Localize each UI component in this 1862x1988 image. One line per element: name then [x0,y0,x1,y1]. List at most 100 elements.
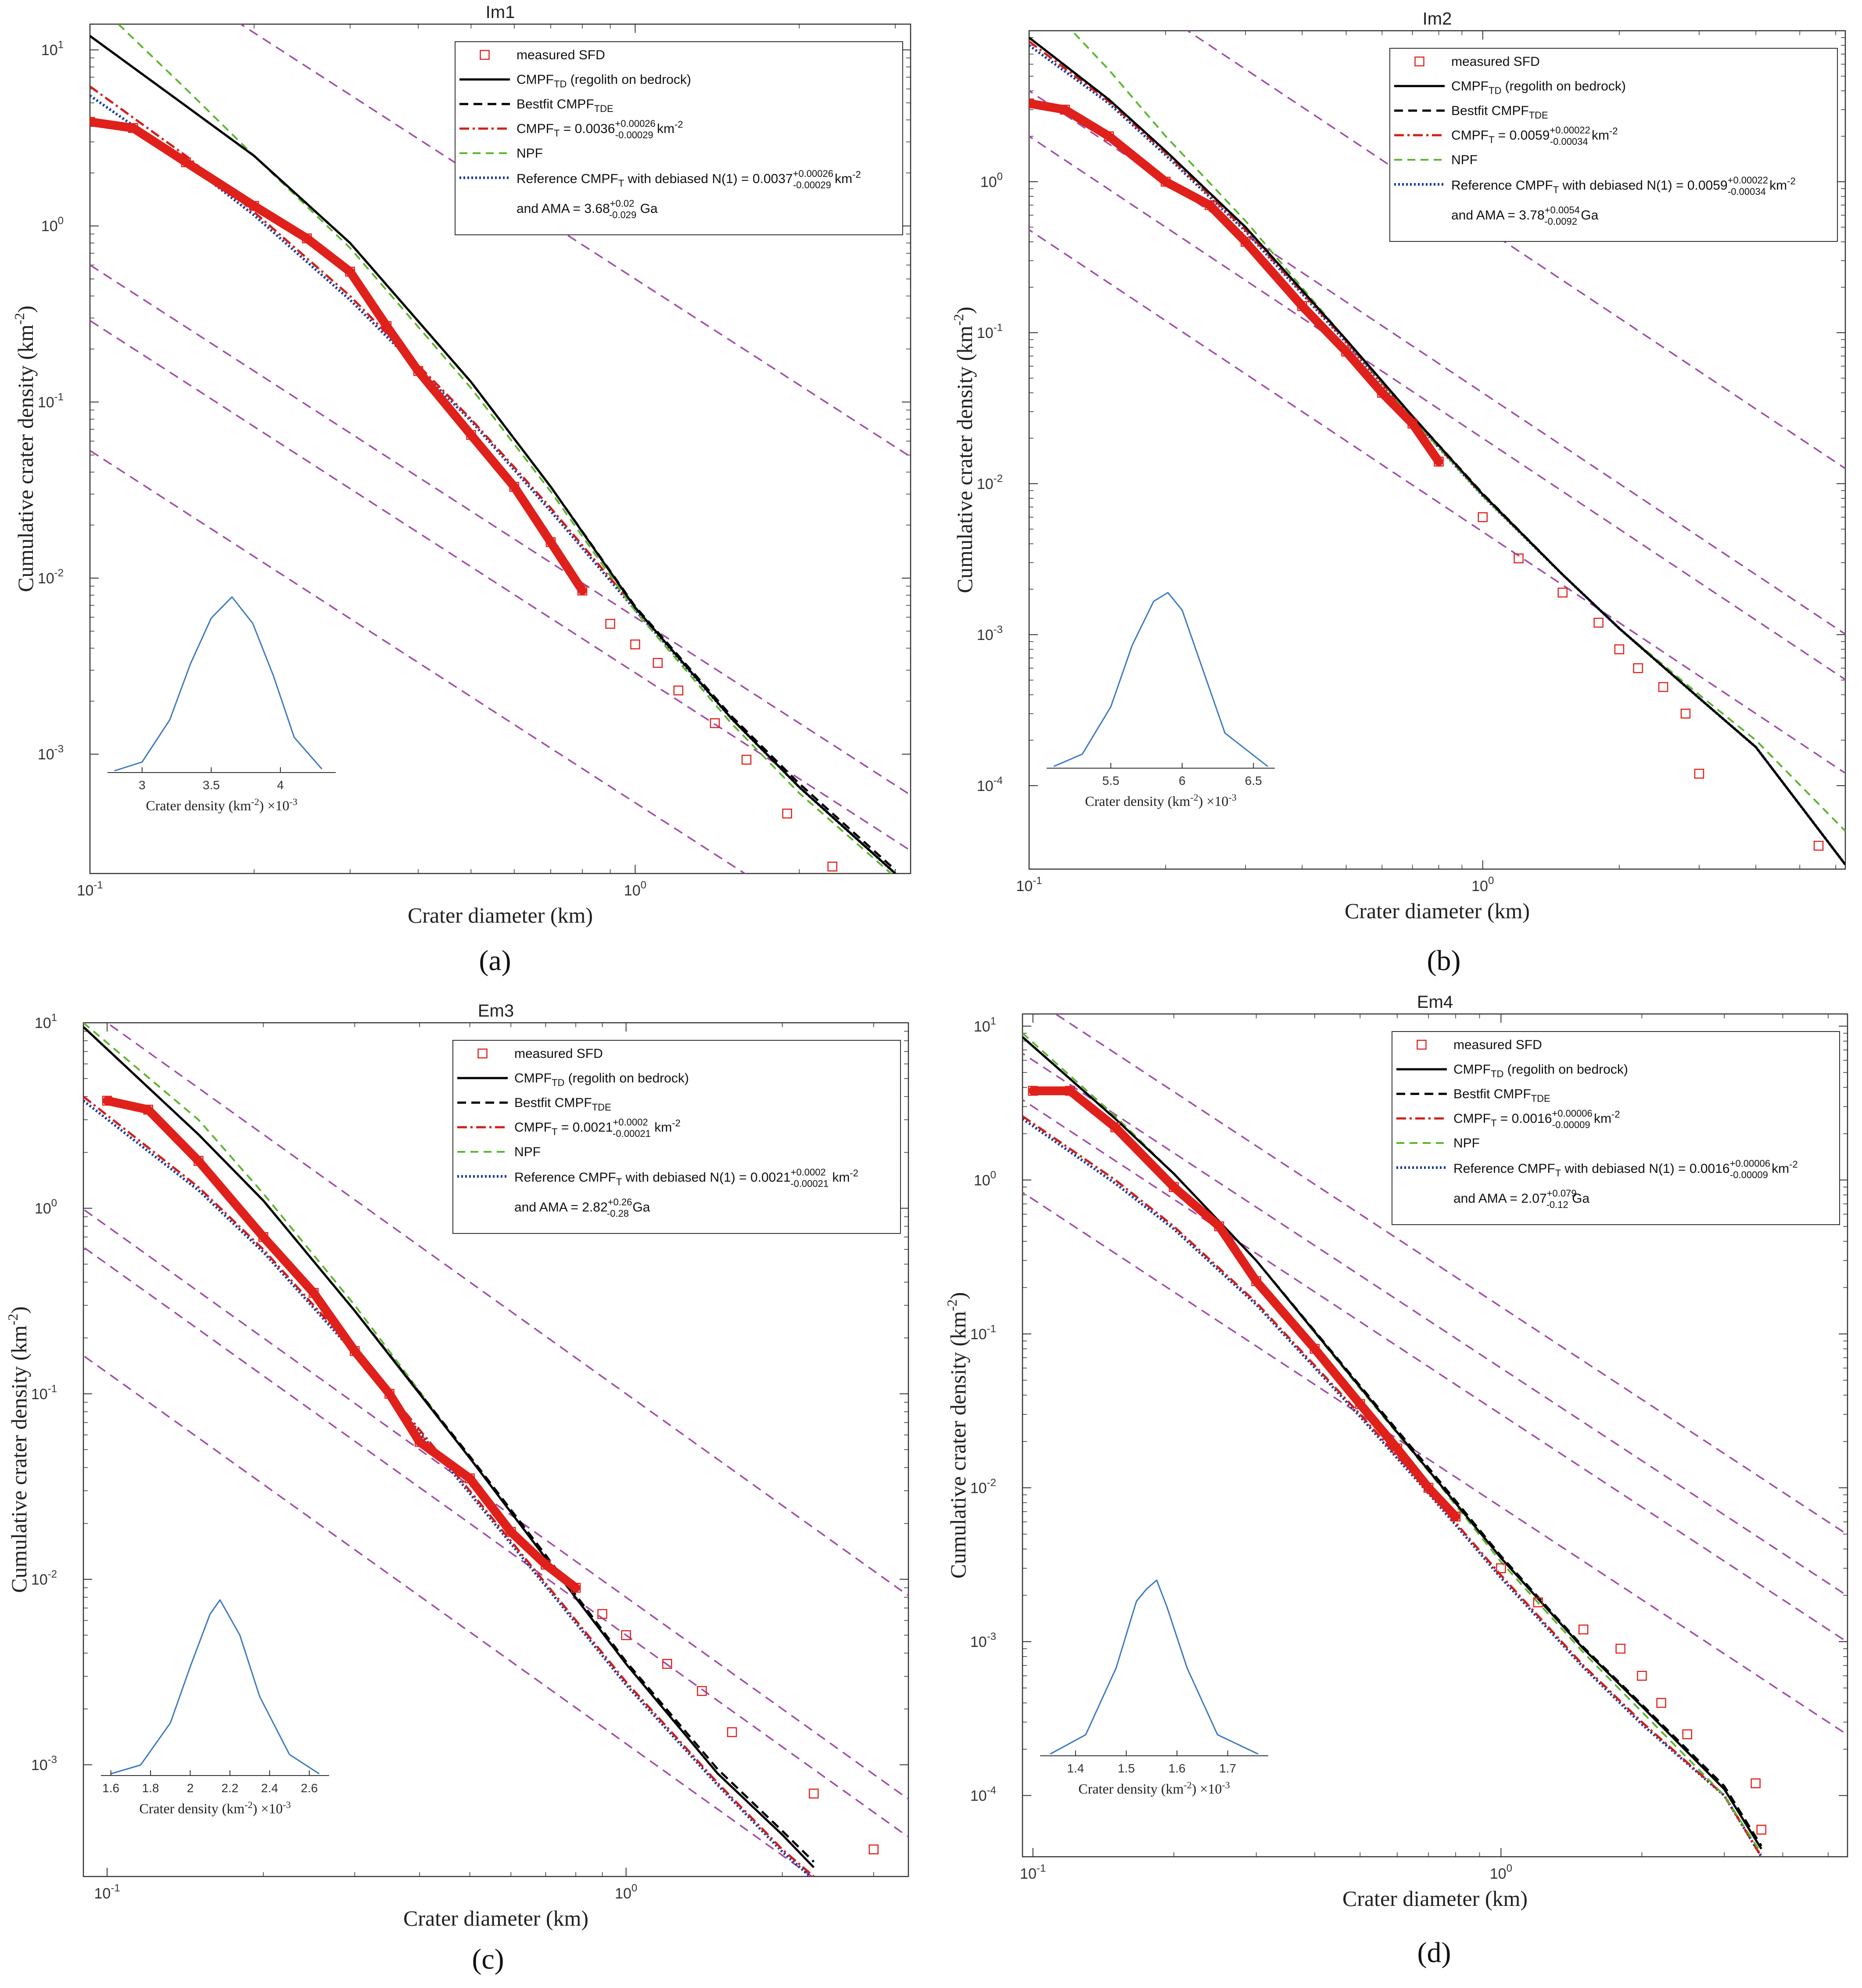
measured-sfd-point [1407,418,1417,429]
y-tick-label: 10-1 [977,322,1003,342]
y-axis-label: Cumulative crater density (km-2) [5,1306,31,1593]
tick-base: 10 [35,1015,51,1032]
plot-area [83,1023,908,1877]
legend-measured-label: measured SFD [1453,1038,1542,1052]
subscript: TD [1491,1068,1503,1079]
y-label-text: Cumulative crater density (km [952,326,977,593]
tick-exponent: 1 [51,1012,57,1024]
y-label-end: ) [952,307,977,314]
tick-exponent: -2 [48,1568,57,1580]
legend-reference-label: Reference CMPFT with debiased N(1) = 0.0… [1453,1158,1798,1180]
inset-tick-label: 3 [139,778,146,792]
y-tick-label: 100 [35,1197,57,1217]
text-span: CMPF [517,122,554,136]
text-span: (regolith on bedrock) [1501,79,1625,93]
tick-base: 10 [974,1172,990,1189]
tick-exponent: -1 [1037,1862,1046,1874]
inset-tick-label: 1.8 [142,1781,159,1795]
superscript: +0.00006 [1730,1158,1770,1169]
measured-sfd-point [1680,708,1691,719]
subscript: -0.00034 [1728,186,1766,197]
measured-sfd-band [90,117,587,595]
inset-density-curve [1050,1579,1259,1755]
text-span: (regolith on bedrock) [1503,1062,1628,1077]
subscript: -0.00029 [793,180,831,191]
tick-base: 10 [35,1201,51,1217]
text-span: km [653,122,674,136]
x-axis-label: Crater diameter (km) [1345,899,1530,923]
tick-base: 10 [1471,878,1488,895]
panel-caption: (d) [1417,1937,1451,1969]
legend-cmpf-t-label: CMPFT = 0.0021+0.0002 -0.00021 km-2 [514,1117,681,1139]
legend-measured-symbol [477,1048,488,1059]
y-label-end: ) [13,306,38,313]
text-span: ) ×10 [1198,793,1229,809]
legend-npf-label: NPF [1453,1136,1480,1150]
y-tick-label: 10-4 [977,775,1003,794]
measured-sfd-point [1214,1221,1224,1232]
text-span: km [1590,1111,1611,1126]
legend-cmpf-t-label: CMPFT = 0.0059+0.00022 -0.00034 km-2 [1451,125,1618,147]
superscript: +0.00006 [1552,1108,1592,1119]
tick-exponent: -4 [987,1785,996,1797]
panel-caption: (a) [479,945,511,977]
measured-sfd-band [103,1096,580,1593]
legend-ama-label: and AMA = 2.82+0.26 -0.28 Ga [514,1197,650,1219]
tick-exponent: 0 [1488,875,1494,887]
inset-distribution: 1.4 1.5 1.6 1.7 Crater density (km-2) ×10-3 [1040,1579,1268,1797]
subscript: -0.029 [609,209,636,220]
measured-sfd-point [741,755,752,765]
measured-sfd-band [1029,99,1443,466]
x-axis-label: Crater diameter (km) [408,903,593,927]
measured-sfd-point [1160,176,1171,187]
text-span: Ga [1568,1191,1590,1206]
isochron-line [106,1023,908,1597]
tick-exponent: -1 [54,391,64,403]
subscript: -0.00021 [790,1178,829,1189]
x-tick-label: 100 [624,879,646,899]
measured-sfd-point [350,1346,360,1356]
y-tick-label: 10-3 [31,1754,57,1774]
measured-sfd-point [1614,644,1625,654]
measured-sfd-point [1104,131,1114,141]
measured-sfd-point [621,1630,631,1640]
tick-base: 10 [41,42,58,59]
measured-sfd-point [194,1156,204,1166]
legend-cmpf-t-label: CMPFT = 0.0036+0.00026 -0.00029 km-2 [517,118,683,140]
y-label-sup: -2 [5,1314,21,1326]
text-span: CMPF [1451,128,1489,143]
legend-ama-label: and AMA = 3.78+0.0054 -0.0092 Ga [1451,205,1599,227]
measured-sfd-point [1309,1344,1320,1354]
measured-sfd-point [1656,1698,1666,1708]
text-span: Bestfit CMPF [1453,1087,1531,1101]
inset-tick-label: 1.6 [1169,1762,1186,1775]
tick-base: 10 [38,394,54,411]
tick-base: 10 [1020,1866,1037,1882]
tick-exponent: -1 [48,1383,57,1395]
subscript: T [616,1176,622,1187]
measured-sfd-point [506,1527,516,1537]
superscript: +0.079 [1547,1188,1577,1199]
text-span: with debiased N(1) = 0.0037 [624,172,793,186]
inset-density-curve [111,1599,320,1775]
inset-axis-label: Crater density (km-2) ×10-3 [1085,792,1236,809]
measured-sfd-point [710,718,720,728]
subscript: T [552,1126,557,1137]
legend-ama-label: and AMA = 2.07+0.079 -0.12 Ga [1453,1188,1589,1210]
measured-sfd-point [509,482,520,492]
measured-sfd-point [1533,1597,1543,1607]
tick-exponent: -2 [54,567,64,579]
inset-tick-label: 3.5 [203,778,220,792]
measured-sfd-point [90,117,95,127]
tick-base: 10 [615,1885,631,1902]
text-span: and AMA = 3.68 [517,201,610,216]
legend-bestfit-label: Bestfit CMPFTDE [1451,104,1548,121]
y-label-end: ) [946,1292,970,1300]
isochron-line [83,1208,908,1800]
isochron-line [83,1246,908,1838]
measured-sfd-point [1355,1399,1365,1409]
superscript: -2 [1190,792,1198,803]
legend-npf-label: NPF [1451,153,1478,167]
